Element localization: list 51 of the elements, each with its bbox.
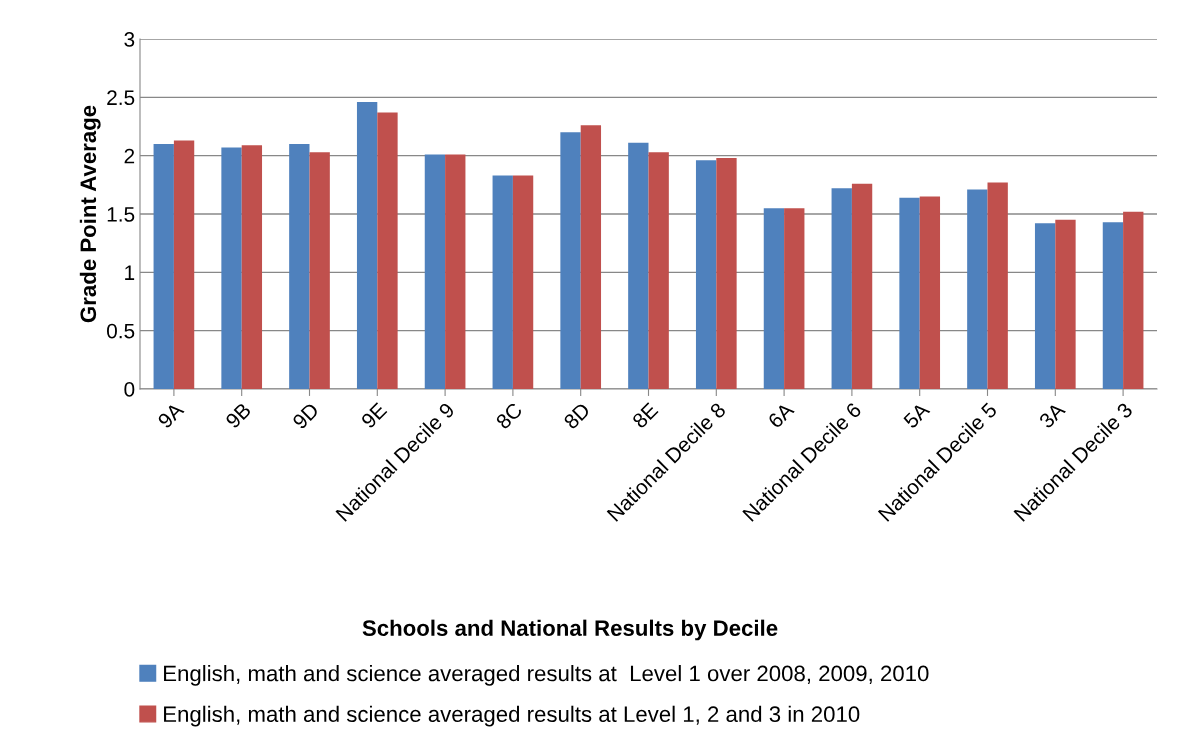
x-tick-label: 8E: [631, 401, 659, 429]
bar: [580, 125, 602, 389]
bar: [967, 189, 988, 389]
legend-label: English, math and science averaged results at Level 1 over 2008, 2009, 2010: [164, 665, 929, 686]
bar: [695, 160, 717, 389]
bar: [424, 154, 446, 389]
bar: [899, 197, 920, 389]
bar: [309, 152, 330, 389]
bar: [831, 188, 852, 389]
bar: [716, 158, 737, 389]
bar: [289, 144, 310, 389]
bar: [445, 154, 466, 389]
bar: [1034, 223, 1056, 389]
y-tick-label: 1.5: [107, 207, 135, 222]
x-tick-label: 9D: [291, 401, 320, 430]
x-tick-label: 9A: [156, 401, 185, 429]
bar: [560, 132, 581, 389]
x-tick-label: 8C: [495, 401, 524, 430]
bar: [221, 147, 242, 389]
bar: [919, 196, 941, 389]
bar: [492, 175, 513, 389]
bar: [377, 112, 398, 389]
bar: [648, 152, 669, 389]
y-tick-label: 1: [125, 265, 135, 280]
y-tick-label: 2.5: [107, 90, 135, 106]
x-tick-label: 9B: [224, 401, 252, 429]
y-axis-title: Grade Point Average: [79, 105, 101, 323]
bar: [153, 144, 174, 389]
bar: [763, 208, 785, 389]
bar: [1055, 219, 1076, 389]
bar: [1102, 222, 1124, 389]
x-tick-label: 3A: [1038, 401, 1067, 430]
x-tick-label: 6A: [767, 401, 795, 429]
y-tick-label: 0.5: [106, 323, 135, 339]
bar: [784, 208, 805, 389]
bar: [628, 142, 649, 389]
bar: [512, 175, 534, 389]
x-axis-title: Schools and National Results by Decile: [362, 619, 778, 641]
bar: [356, 102, 378, 389]
legend-label: English, math and science averaged results at Level 1, 2 and 3 in 2010: [164, 705, 860, 727]
y-tick-label: 2: [124, 148, 135, 164]
bar: [1123, 211, 1144, 389]
bar: [173, 140, 195, 389]
bar: [987, 182, 1008, 389]
y-tick-label: 3: [124, 32, 135, 47]
y-tick-label: 0: [124, 382, 135, 397]
x-tick-label: 5A: [902, 401, 931, 430]
x-tick-label: 9E: [360, 401, 388, 429]
x-tick-label: 8D: [562, 401, 591, 430]
bar: [241, 145, 263, 389]
bar: [851, 183, 873, 389]
